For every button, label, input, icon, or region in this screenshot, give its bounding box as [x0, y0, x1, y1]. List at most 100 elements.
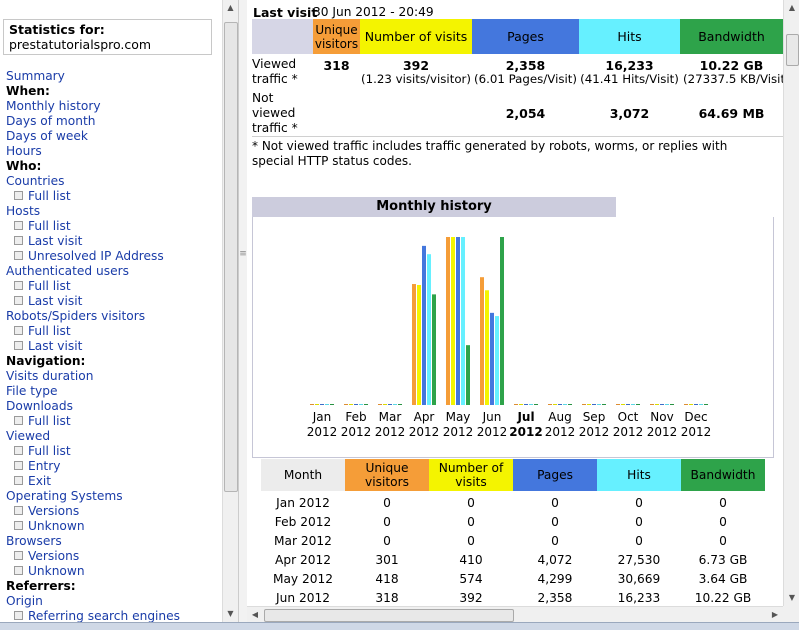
- nav-link-countries[interactable]: Countries: [6, 174, 180, 189]
- not-viewed-pages: 2,054: [505, 106, 546, 121]
- nav-label: Last visit: [28, 294, 83, 308]
- x-tick-year-label: 2012: [647, 425, 678, 439]
- nav-link-full-list[interactable]: Full list: [6, 444, 180, 459]
- bar-bandwidth-feb: [364, 404, 368, 405]
- nav-link-unresolved-ip-address[interactable]: Unresolved IP Address: [6, 249, 180, 264]
- nav-label: Visits duration: [6, 369, 94, 383]
- bar-visits-jul: [519, 404, 523, 405]
- horizontal-scrollbar[interactable]: ◀ ▶: [247, 606, 783, 623]
- nav-link-full-list[interactable]: Full list: [6, 279, 180, 294]
- nav-link-operating-systems[interactable]: Operating Systems: [6, 489, 180, 504]
- bar-bandwidth-oct: [636, 404, 640, 405]
- scroll-up-arrow-icon[interactable]: ▲: [788, 3, 796, 12]
- nav-link-full-list[interactable]: Full list: [6, 324, 180, 339]
- pages-column-header: Pages: [513, 459, 597, 491]
- monthly-cell-month: Jun 2012: [276, 591, 330, 605]
- scroll-down-arrow-icon[interactable]: ▼: [788, 593, 796, 602]
- month-column-header: Month: [261, 459, 345, 491]
- divider-grip-icon[interactable]: ≡: [239, 249, 247, 259]
- bar-hits-sep: [597, 404, 601, 405]
- bar-hits-oct: [631, 404, 635, 405]
- scroll-left-arrow-icon[interactable]: ◀: [251, 610, 259, 619]
- monthly-cell-visits: 0: [467, 515, 475, 529]
- not-viewed-bandwidth: 64.69 MB: [698, 106, 765, 121]
- nav-link-robots-spiders-visitors[interactable]: Robots/Spiders visitors: [6, 309, 180, 324]
- nav-link-hours[interactable]: Hours: [6, 144, 180, 159]
- left-scroll-thumb[interactable]: [224, 22, 238, 492]
- nav-link-referring-search-engines[interactable]: Referring search engines: [6, 609, 180, 622]
- bar-unique-dec: [684, 404, 688, 405]
- left-nav-frame: Statistics for: prestatutorialspro.com S…: [0, 0, 222, 622]
- nav-label: Full list: [28, 324, 71, 338]
- monthly-cell-unique: 0: [383, 496, 391, 510]
- nav-link-browsers[interactable]: Browsers: [6, 534, 180, 549]
- monthly-cell-month: Feb 2012: [274, 515, 332, 529]
- x-tick-year-label: 2012: [681, 425, 712, 439]
- monthly-cell-visits: 410: [459, 553, 483, 567]
- viewed-visits-sub: (1.23 visits/visitor): [360, 72, 472, 86]
- unique-visitors-column-header: Unique visitors: [345, 459, 429, 491]
- right-scroll-thumb[interactable]: [786, 34, 799, 66]
- nav-link-last-visit[interactable]: Last visit: [6, 234, 180, 249]
- nav-link-summary[interactable]: Summary: [6, 69, 180, 84]
- viewed-visits: 392: [402, 58, 430, 73]
- nav-link-viewed[interactable]: Viewed: [6, 429, 180, 444]
- nav-link-authenticated-users[interactable]: Authenticated users: [6, 264, 180, 279]
- monthly-cell-hits: 30,669: [617, 572, 661, 586]
- nav-link-monthly-history[interactable]: Monthly history: [6, 99, 180, 114]
- nav-link-exit[interactable]: Exit: [6, 474, 180, 489]
- x-tick-month-label: May: [446, 410, 471, 424]
- nav-link-days-of-month[interactable]: Days of month: [6, 114, 180, 129]
- x-tick-month-label: Apr: [414, 410, 435, 424]
- bar-unique-aug: [548, 404, 552, 405]
- nav-label: Days of month: [6, 114, 96, 128]
- nav-link-unknown[interactable]: Unknown: [6, 519, 180, 534]
- nav-link-full-list[interactable]: Full list: [6, 189, 180, 204]
- nav-label: Exit: [28, 474, 52, 488]
- list-bullet-icon: [14, 506, 23, 515]
- bar-pages-mar: [388, 404, 392, 405]
- nav-link-last-visit[interactable]: Last visit: [6, 294, 180, 309]
- bar-visits-nov: [655, 404, 659, 405]
- scroll-down-arrow-icon[interactable]: ▼: [227, 609, 234, 618]
- nav-link-full-list[interactable]: Full list: [6, 414, 180, 429]
- scroll-right-arrow-icon[interactable]: ▶: [771, 610, 779, 619]
- nav-link-entry[interactable]: Entry: [6, 459, 180, 474]
- list-bullet-icon: [14, 281, 23, 290]
- left-scrollbar[interactable]: ▲ ▼: [222, 0, 238, 622]
- monthly-cell-hits: 0: [635, 515, 643, 529]
- nav-label: Downloads: [6, 399, 73, 413]
- nav-link-unknown[interactable]: Unknown: [6, 564, 180, 579]
- nav-label: Summary: [6, 69, 65, 83]
- nav-link-days-of-week[interactable]: Days of week: [6, 129, 180, 144]
- bar-visits-mar: [383, 404, 387, 405]
- nav-link-versions[interactable]: Versions: [6, 549, 180, 564]
- nav-link-full-list[interactable]: Full list: [6, 219, 180, 234]
- bar-unique-apr: [412, 284, 416, 405]
- monthly-cell-bandwidth: 0: [719, 534, 727, 548]
- nav-label: Browsers: [6, 534, 62, 548]
- nav-link-file-type[interactable]: File type: [6, 384, 180, 399]
- nav-label: Who:: [6, 159, 42, 173]
- x-tick-year-label: 2012: [613, 425, 644, 439]
- list-bullet-icon: [14, 521, 23, 530]
- nav-link-versions[interactable]: Versions: [6, 504, 180, 519]
- nav-link-visits-duration[interactable]: Visits duration: [6, 369, 180, 384]
- nav-label: Origin: [6, 594, 43, 608]
- nav-link-last-visit[interactable]: Last visit: [6, 339, 180, 354]
- nav-link-downloads[interactable]: Downloads: [6, 399, 180, 414]
- nav-link-hosts[interactable]: Hosts: [6, 204, 180, 219]
- bar-unique-feb: [344, 404, 348, 405]
- nav-label: Last visit: [28, 339, 83, 353]
- scroll-up-arrow-icon[interactable]: ▲: [227, 3, 234, 12]
- bar-hits-aug: [563, 404, 567, 405]
- list-bullet-icon: [14, 341, 23, 350]
- list-bullet-icon: [14, 611, 23, 620]
- x-tick-month-label: Sep: [583, 410, 606, 424]
- horizontal-scroll-thumb[interactable]: [264, 609, 514, 622]
- not-viewed-traffic-label: Not viewed traffic *: [252, 91, 298, 135]
- right-vertical-scrollbar[interactable]: ▲ ▼: [783, 0, 799, 606]
- nav-label: Referring search engines: [28, 609, 181, 622]
- x-tick-month-label: Jul: [516, 410, 534, 424]
- nav-link-origin[interactable]: Origin: [6, 594, 180, 609]
